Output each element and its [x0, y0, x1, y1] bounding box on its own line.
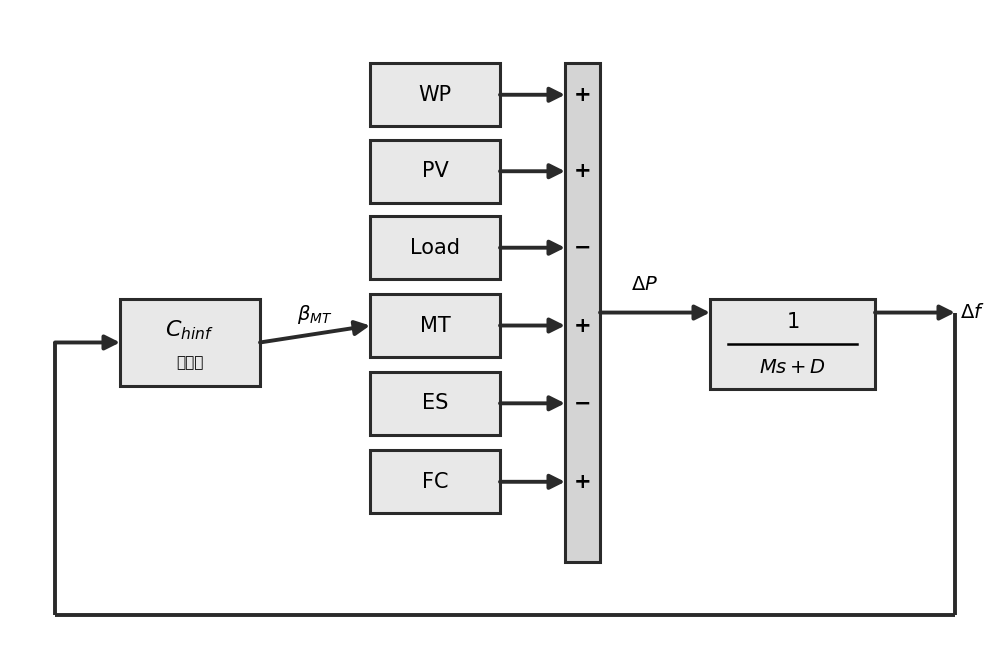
Text: +: +	[574, 84, 591, 105]
Bar	[370, 63, 500, 126]
Text: +: +	[574, 315, 591, 336]
Bar	[370, 450, 500, 513]
Text: +: +	[574, 161, 591, 182]
Text: $Ms+D$: $Ms+D$	[759, 358, 826, 377]
Text: $\beta_{MT}$: $\beta_{MT}$	[297, 303, 333, 326]
Text: +: +	[574, 471, 591, 492]
Bar	[370, 372, 500, 435]
Text: MT: MT	[420, 315, 450, 336]
Text: $\Delta f$: $\Delta f$	[960, 303, 985, 322]
Bar	[565, 63, 600, 562]
Bar	[710, 299, 875, 389]
Text: −: −	[574, 237, 591, 258]
Text: Load: Load	[410, 237, 460, 258]
Bar	[370, 216, 500, 279]
Text: ES: ES	[422, 393, 448, 414]
Text: −: −	[574, 393, 591, 414]
Text: $\Delta P$: $\Delta P$	[631, 275, 659, 294]
Text: PV: PV	[422, 161, 448, 182]
Text: 控制器: 控制器	[176, 355, 204, 370]
Text: FC: FC	[422, 471, 448, 492]
Text: $C_{hinf}$: $C_{hinf}$	[165, 319, 215, 342]
Bar	[120, 299, 260, 386]
Bar	[370, 294, 500, 357]
Text: WP: WP	[418, 84, 452, 105]
Bar	[370, 140, 500, 203]
Text: $1$: $1$	[786, 312, 799, 332]
